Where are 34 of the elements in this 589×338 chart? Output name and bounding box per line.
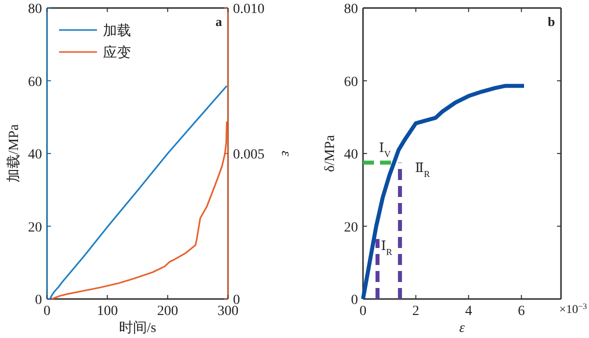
x-tick-label: 2 — [412, 304, 420, 319]
annotation: Ⅱ$_{R}$ — [415, 160, 431, 179]
x-axis-title: 时间/s — [118, 320, 156, 336]
y2-tick-label: 0.005 — [233, 148, 264, 162]
x-tick-label: 100 — [96, 304, 118, 319]
annotation: Ⅰ$_{R}$ — [381, 238, 394, 257]
x-tick-label: 6 — [518, 304, 525, 319]
y-tick-label: 60 — [344, 74, 358, 90]
y-tick-label: 0 — [351, 293, 358, 308]
line-series — [49, 85, 228, 300]
y-tick-label: 20 — [344, 220, 358, 236]
y-tick-label: 20 — [28, 220, 42, 236]
x-tick-label: 4 — [465, 304, 472, 319]
y-tick-label: 80 — [344, 2, 358, 17]
y-axis-title: δ/MPa — [323, 134, 338, 172]
x-tick-label: 200 — [157, 304, 178, 319]
text: ×10$^{−3}$ — [559, 302, 587, 316]
annotation: a — [216, 14, 222, 29]
y-tick-label: 40 — [344, 148, 358, 162]
legend-label: 加载 — [103, 23, 131, 39]
y-tick-label: 80 — [28, 2, 42, 17]
x-axis-title: ε — [459, 321, 466, 336]
y-tick-label: 40 — [28, 148, 42, 162]
y-axis-title: 加载/MPa — [6, 124, 22, 183]
legend-label: 应变 — [103, 45, 131, 61]
y2-tick-label: 0.010 — [233, 2, 264, 17]
y-tick-label: 0 — [35, 293, 42, 308]
annotation: b — [548, 14, 555, 29]
y-tick-label: 60 — [28, 74, 42, 90]
line-series — [361, 84, 526, 301]
line-series — [51, 120, 228, 300]
annotation: Ⅰ$_{V}$ — [379, 140, 392, 159]
y2-axis-title: ε — [278, 150, 293, 157]
x-tick-label: 300 — [218, 304, 238, 319]
